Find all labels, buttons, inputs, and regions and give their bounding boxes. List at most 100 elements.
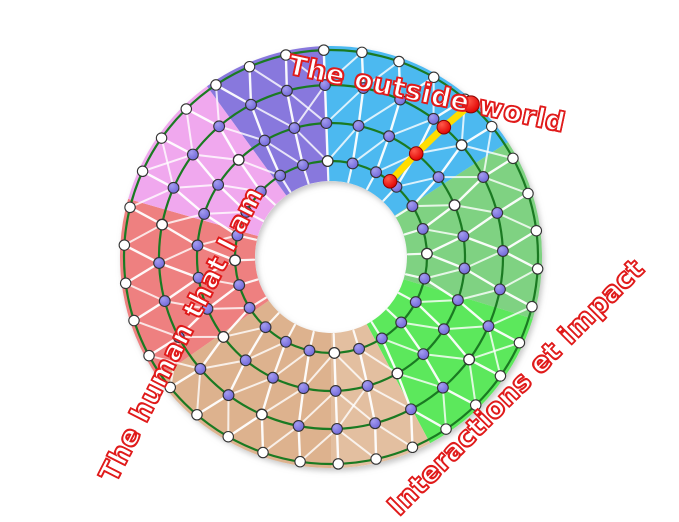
node-outer[interactable] [244,62,254,72]
node-outer[interactable] [531,226,541,236]
node-outer[interactable] [456,140,466,150]
node-inner[interactable] [304,345,315,356]
node-outer[interactable] [120,278,130,288]
node-inner[interactable] [362,381,373,392]
node-outer[interactable] [181,104,191,114]
node-inner[interactable] [407,201,418,212]
node-inner[interactable] [255,186,266,197]
node-inner[interactable] [370,418,381,429]
node-inner[interactable] [259,135,270,146]
node-outer[interactable] [257,409,267,419]
node-outer[interactable] [464,354,474,364]
node-outer[interactable] [319,45,329,55]
node-inner[interactable] [332,423,343,434]
node-inner[interactable] [458,231,469,242]
node-inner[interactable] [353,120,364,131]
node-inner[interactable] [281,336,292,347]
node-inner[interactable] [417,224,428,235]
node-outer[interactable] [508,153,518,163]
node-outer[interactable] [532,264,542,274]
node-inner[interactable] [168,182,179,193]
node-inner[interactable] [195,363,206,374]
node-inner[interactable] [406,404,417,415]
node-inner[interactable] [459,263,470,274]
node-outer[interactable] [523,188,533,198]
node-inner[interactable] [241,207,252,218]
node-inner[interactable] [437,382,448,393]
node-outer[interactable] [449,200,459,210]
node-outer[interactable] [357,47,367,57]
node-outer[interactable] [281,50,291,60]
node-inner[interactable] [384,131,395,142]
node-inner[interactable] [192,240,203,251]
node-outer[interactable] [471,400,481,410]
highlight-node[interactable] [383,175,397,189]
node-inner[interactable] [495,284,506,295]
node-outer[interactable] [394,56,404,66]
node-outer[interactable] [495,371,505,381]
node-outer[interactable] [230,255,240,265]
node-inner[interactable] [240,355,251,366]
node-outer[interactable] [322,156,332,166]
node-outer[interactable] [157,219,167,229]
node-outer[interactable] [144,350,154,360]
node-inner[interactable] [492,207,503,218]
node-inner[interactable] [202,303,213,314]
node-outer[interactable] [407,442,417,452]
node-inner[interactable] [321,118,332,129]
node-inner[interactable] [187,149,198,160]
node-inner[interactable] [260,322,271,333]
node-inner[interactable] [232,230,243,241]
node-inner[interactable] [214,121,225,132]
node-inner[interactable] [193,272,204,283]
node-inner[interactable] [330,386,341,397]
highlight-node[interactable] [462,96,479,113]
node-outer[interactable] [211,80,221,90]
node-outer[interactable] [514,338,524,348]
node-outer[interactable] [137,166,147,176]
node-outer[interactable] [125,202,135,212]
node-outer[interactable] [487,121,497,131]
node-inner[interactable] [452,295,463,306]
node-inner[interactable] [428,113,439,124]
node-inner[interactable] [396,317,407,328]
node-inner[interactable] [154,258,165,269]
highlight-node[interactable] [409,147,423,161]
node-outer[interactable] [329,348,339,358]
node-inner[interactable] [483,321,494,332]
highlight-node[interactable] [437,120,451,134]
node-inner[interactable] [358,83,369,94]
node-inner[interactable] [281,85,292,96]
node-outer[interactable] [129,315,139,325]
node-inner[interactable] [173,332,184,343]
node-outer[interactable] [233,155,243,165]
node-inner[interactable] [213,179,224,190]
node-outer[interactable] [218,332,228,342]
node-inner[interactable] [478,172,489,183]
node-inner[interactable] [376,333,387,344]
node-outer[interactable] [333,459,343,469]
node-inner[interactable] [438,324,449,335]
node-inner[interactable] [354,343,365,354]
node-outer[interactable] [165,382,175,392]
node-outer[interactable] [422,248,432,258]
node-inner[interactable] [159,296,170,307]
node-inner[interactable] [298,383,309,394]
node-outer[interactable] [392,368,402,378]
node-outer[interactable] [192,410,202,420]
node-inner[interactable] [244,302,255,313]
node-inner[interactable] [223,390,234,401]
node-inner[interactable] [320,80,331,91]
node-outer[interactable] [223,431,233,441]
node-inner[interactable] [395,94,406,105]
node-inner[interactable] [298,160,309,171]
node-inner[interactable] [289,123,300,134]
node-inner[interactable] [275,170,286,181]
node-outer[interactable] [295,456,305,466]
node-outer[interactable] [527,301,537,311]
node-inner[interactable] [268,372,279,383]
node-inner[interactable] [418,349,429,360]
node-inner[interactable] [410,297,421,308]
node-inner[interactable] [433,172,444,183]
node-inner[interactable] [246,99,257,110]
